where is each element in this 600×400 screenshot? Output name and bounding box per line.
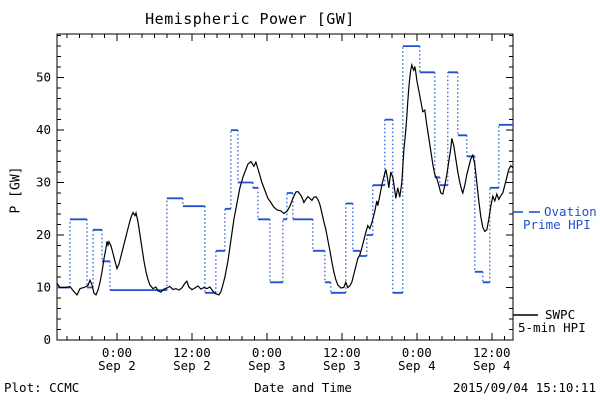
svg-text:Sep 2: Sep 2 [98,358,136,373]
svg-text:12:00: 12:00 [473,345,511,360]
legend-swpc-line1: SWPC [545,307,576,322]
svg-text:0:00: 0:00 [402,345,432,360]
footer-plot-credit: Plot: CCMC [4,380,80,395]
svg-text:0:00: 0:00 [102,345,132,360]
legend-swpc-line2: 5-min HPI [518,320,586,335]
footer-timestamp: 2015/09/04 15:10:11 [453,380,596,395]
series-swpc-5min-hpi [56,62,514,296]
svg-text:10: 10 [36,280,51,295]
svg-text:0: 0 [43,332,51,347]
svg-text:20: 20 [36,227,51,242]
series-ovation-prime-hpi [57,45,513,294]
svg-text:0:00: 0:00 [252,345,282,360]
y-axis-label: P [GW] [8,166,24,214]
svg-text:Sep 4: Sep 4 [473,358,511,373]
svg-text:Sep 4: Sep 4 [398,358,436,373]
svg-text:Sep 3: Sep 3 [323,358,361,373]
svg-text:12:00: 12:00 [323,345,361,360]
chart-title: Hemispheric Power [GW] [145,10,355,28]
x-axis-label: Date and Time [254,380,352,395]
svg-text:12:00: 12:00 [173,345,211,360]
svg-text:40: 40 [36,122,51,137]
legend-marks [513,211,540,316]
legend-ovation-line1: Ovation [544,204,597,219]
legend-ovation-line2: Prime HPI [523,217,591,232]
svg-text:50: 50 [36,70,51,85]
svg-text:Sep 2: Sep 2 [173,358,211,373]
svg-text:30: 30 [36,175,51,190]
svg-text:Sep 3: Sep 3 [248,358,286,373]
axes [56,33,514,341]
